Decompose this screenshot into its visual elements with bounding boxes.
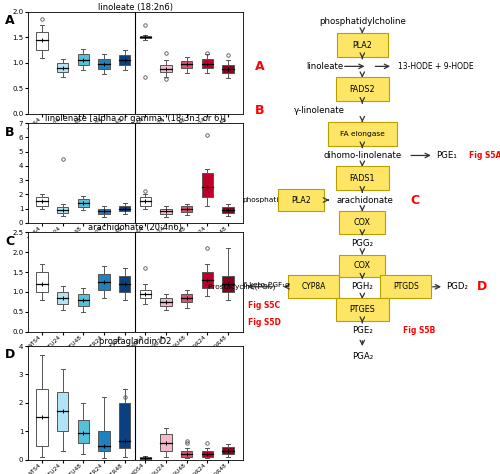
FancyBboxPatch shape (119, 55, 130, 65)
FancyBboxPatch shape (160, 65, 172, 72)
FancyBboxPatch shape (140, 197, 151, 206)
FancyBboxPatch shape (222, 447, 234, 454)
FancyBboxPatch shape (160, 209, 172, 214)
FancyBboxPatch shape (202, 272, 213, 288)
FancyBboxPatch shape (336, 166, 389, 190)
Text: PGE₁: PGE₁ (436, 151, 457, 160)
FancyBboxPatch shape (57, 63, 68, 72)
Text: γ-linolenate: γ-linolenate (294, 107, 344, 115)
Text: A: A (5, 14, 15, 27)
Text: C: C (5, 235, 14, 247)
FancyBboxPatch shape (57, 292, 68, 304)
FancyBboxPatch shape (36, 32, 48, 50)
FancyBboxPatch shape (140, 290, 151, 298)
FancyBboxPatch shape (98, 431, 110, 451)
FancyBboxPatch shape (78, 294, 89, 306)
Text: D: D (5, 348, 15, 361)
FancyBboxPatch shape (36, 389, 48, 446)
Text: Fig S5A: Fig S5A (470, 151, 500, 160)
Text: PLA2: PLA2 (352, 41, 372, 49)
Text: 6-keto-PGF₁α: 6-keto-PGF₁α (242, 283, 290, 288)
FancyBboxPatch shape (328, 122, 396, 146)
FancyBboxPatch shape (222, 207, 234, 213)
Text: Fig S5D: Fig S5D (248, 318, 280, 327)
Text: FADS1: FADS1 (350, 174, 375, 182)
FancyBboxPatch shape (98, 59, 110, 69)
FancyBboxPatch shape (340, 255, 385, 277)
Title: prostaglandin D2: prostaglandin D2 (99, 337, 171, 346)
FancyBboxPatch shape (222, 276, 234, 292)
FancyBboxPatch shape (336, 77, 389, 101)
FancyBboxPatch shape (380, 275, 431, 298)
Text: B: B (5, 126, 15, 138)
FancyBboxPatch shape (222, 65, 234, 73)
Text: A: A (255, 60, 265, 73)
FancyBboxPatch shape (98, 209, 110, 214)
FancyBboxPatch shape (160, 298, 172, 306)
FancyBboxPatch shape (78, 199, 89, 207)
FancyBboxPatch shape (340, 211, 385, 234)
Text: arachidonate: arachidonate (337, 196, 394, 204)
Text: phosphatidylcholine: phosphatidylcholine (242, 197, 316, 203)
FancyBboxPatch shape (78, 420, 89, 443)
FancyBboxPatch shape (98, 274, 110, 290)
FancyBboxPatch shape (181, 207, 192, 212)
Text: D: D (477, 280, 488, 293)
Text: PGH₂: PGH₂ (352, 283, 373, 291)
FancyBboxPatch shape (278, 189, 324, 211)
FancyBboxPatch shape (119, 403, 130, 448)
FancyBboxPatch shape (181, 294, 192, 302)
FancyBboxPatch shape (202, 59, 213, 68)
Text: PGD₂: PGD₂ (446, 283, 468, 291)
FancyBboxPatch shape (288, 275, 340, 298)
FancyBboxPatch shape (78, 54, 89, 65)
FancyBboxPatch shape (181, 61, 192, 68)
FancyBboxPatch shape (202, 173, 213, 197)
FancyBboxPatch shape (119, 276, 130, 292)
Text: PGG₂: PGG₂ (351, 239, 374, 247)
Text: COX: COX (354, 262, 371, 270)
FancyBboxPatch shape (36, 197, 48, 206)
FancyBboxPatch shape (202, 451, 213, 457)
Text: 13-HODE + 9-HODE: 13-HODE + 9-HODE (398, 62, 473, 71)
FancyBboxPatch shape (337, 33, 388, 57)
FancyBboxPatch shape (119, 206, 130, 211)
FancyBboxPatch shape (181, 451, 192, 457)
Text: C: C (411, 193, 420, 207)
FancyBboxPatch shape (160, 434, 172, 451)
FancyBboxPatch shape (57, 207, 68, 213)
Text: linoleate: linoleate (306, 62, 344, 71)
FancyBboxPatch shape (140, 457, 151, 459)
Text: PLA2: PLA2 (291, 196, 311, 204)
Text: Fig S5B: Fig S5B (403, 326, 436, 335)
Text: B: B (255, 104, 264, 118)
Text: PTGES: PTGES (350, 305, 375, 314)
FancyBboxPatch shape (140, 36, 151, 38)
Text: dihomo-linolenate: dihomo-linolenate (323, 151, 402, 160)
Text: phosphatidylcholine: phosphatidylcholine (319, 17, 406, 26)
Text: PGA₂: PGA₂ (352, 352, 373, 361)
Text: Prostacyclin (PGI₂): Prostacyclin (PGI₂) (208, 283, 276, 290)
Text: Fig S5C: Fig S5C (248, 301, 280, 310)
FancyBboxPatch shape (336, 298, 389, 321)
FancyBboxPatch shape (36, 272, 48, 292)
Text: PGE₂: PGE₂ (352, 326, 372, 335)
Title: linoleate (18:2n6): linoleate (18:2n6) (98, 3, 172, 12)
Text: COX: COX (354, 219, 371, 227)
Text: FADS2: FADS2 (350, 85, 375, 93)
Title: arachidonate (20:4n6): arachidonate (20:4n6) (88, 223, 182, 232)
FancyBboxPatch shape (57, 392, 68, 431)
Text: CYP8A: CYP8A (302, 283, 326, 291)
Text: FA elongase: FA elongase (340, 131, 384, 137)
Text: PTGDS: PTGDS (393, 283, 418, 291)
Title: linolenate [alpha or gamma; (18:3n3 or 6)]: linolenate [alpha or gamma; (18:3n3 or 6… (44, 114, 226, 123)
